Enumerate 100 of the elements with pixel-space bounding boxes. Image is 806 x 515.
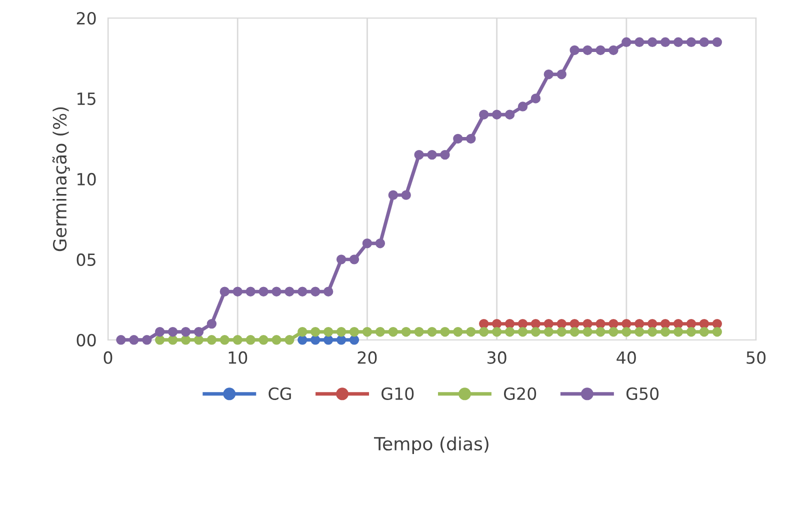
point [647,318,658,329]
point [596,326,606,337]
point [129,335,139,345]
point [349,335,360,345]
x-axis-title: Tempo (dias) [374,436,488,454]
point [570,318,580,329]
point [284,286,294,296]
point [336,326,346,337]
point [518,102,528,112]
point [258,286,268,296]
y-tick-label: 00 [76,334,96,346]
point [518,318,528,329]
point [570,326,580,337]
point [622,37,632,48]
point [310,335,320,345]
point [478,318,489,329]
point [712,37,722,48]
point [634,326,644,337]
point [608,326,618,337]
y-tick-label: 05 [76,253,96,266]
point [401,326,411,337]
point [401,190,411,200]
x-tick-label: 30 [487,351,506,364]
point [440,150,450,160]
point [478,110,489,120]
point [336,335,346,345]
point [699,318,710,329]
point [246,286,256,296]
point [608,45,618,56]
point [544,69,554,80]
point [686,318,696,329]
point [349,326,360,337]
point [570,45,580,56]
point [596,318,606,329]
point [194,326,204,337]
point [544,318,554,329]
point [349,254,360,264]
point [284,335,294,345]
point [466,326,476,337]
point [220,286,230,296]
point [582,318,592,329]
point [556,326,566,337]
point [336,254,346,264]
point [556,69,566,80]
point [388,190,398,200]
point [582,45,592,56]
point [596,45,606,56]
legend-label: CG [268,387,291,400]
legend-label: G10 [382,387,414,400]
point [699,326,710,337]
x-tick-label: 10 [228,351,248,364]
point [194,335,204,345]
point [220,335,230,345]
point [660,326,670,337]
point [673,326,684,337]
point [427,326,437,337]
point [375,326,386,337]
point [414,326,424,337]
point [427,150,437,160]
point [258,335,268,345]
point [699,37,710,48]
point [504,326,515,337]
x-tick-label: 40 [616,351,636,364]
x-tick-label: 20 [358,351,377,364]
point [310,326,320,337]
point [323,326,334,337]
point [375,238,386,248]
y-tick-label: 20 [76,12,96,25]
point [544,326,554,337]
point [116,335,126,345]
point [686,326,696,337]
point [323,335,334,345]
x-tick-label: 0 [104,351,112,364]
point [414,150,424,160]
point [440,326,450,337]
point [362,326,372,337]
point [168,326,178,337]
point [180,335,191,345]
point [232,286,242,296]
point [530,326,541,337]
point [647,326,658,337]
point [686,37,696,48]
point [673,318,684,329]
point [298,335,308,345]
point [388,326,398,337]
point [622,318,632,329]
point [660,318,670,329]
y-axis-title: Germinação (%) [52,107,70,252]
point [206,318,217,329]
point [504,318,515,329]
point [504,110,515,120]
point [246,335,256,345]
point [453,134,463,144]
point [712,326,722,337]
point [272,286,282,296]
point [673,37,684,48]
point [634,318,644,329]
point [206,335,217,345]
legend-label: G20 [504,387,536,400]
point [478,326,489,337]
